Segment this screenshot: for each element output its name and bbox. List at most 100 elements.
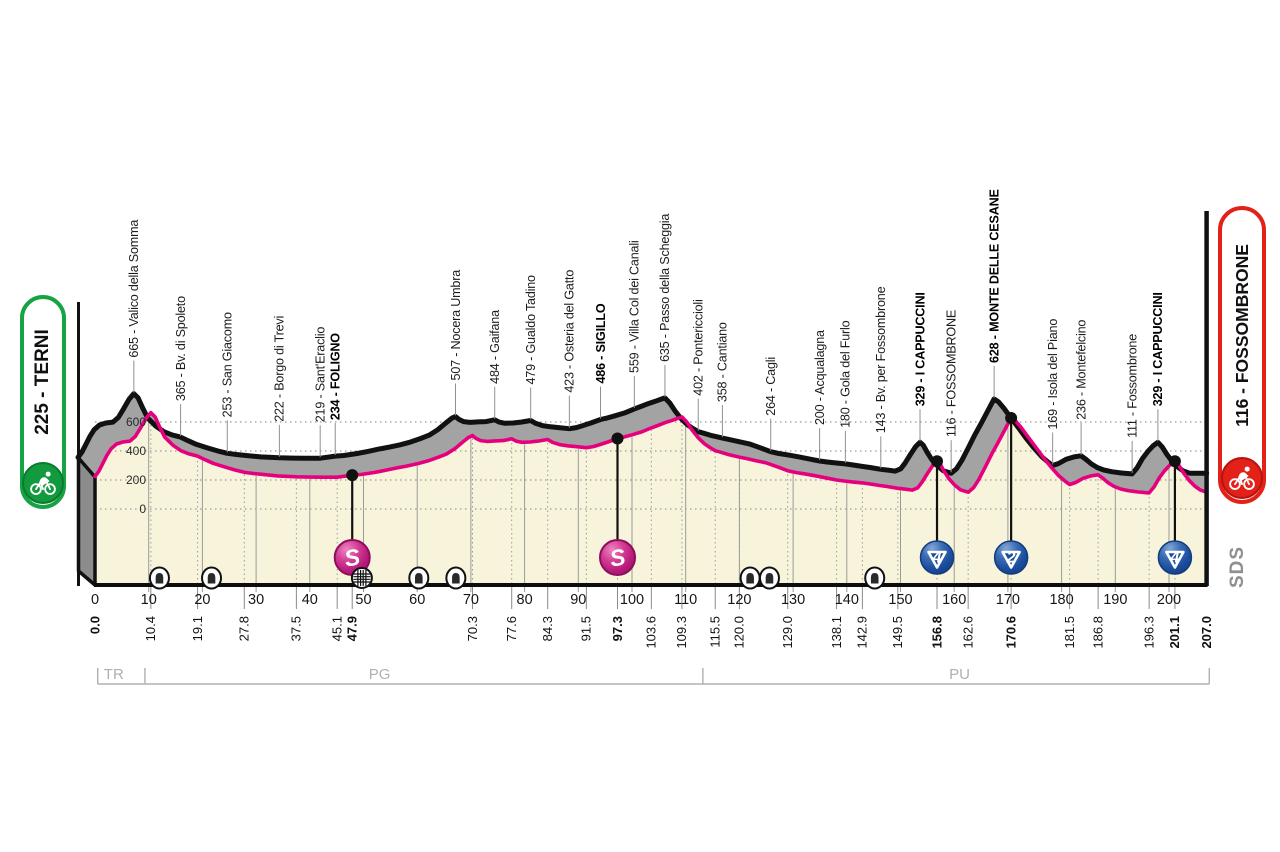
climb-category-number: 4	[1169, 550, 1179, 567]
climb-triangle	[1165, 550, 1185, 569]
km-tick-label: 140	[835, 592, 859, 608]
waypoint-label: 143 - Bv. per Fossombrone	[874, 286, 888, 433]
route-markers: S S 4 2 4	[333, 411, 1193, 576]
level-crossing-icon	[350, 567, 373, 589]
distance-label: 0.0	[87, 616, 102, 634]
profile-point-dot	[931, 455, 944, 468]
km-tick-label: 30	[248, 592, 264, 608]
distance-labels: 0.0 10.4 19.1 27.8 37.5 45.1 47.9 70.3 77.6 84.3 9…	[87, 616, 1214, 649]
start-cyclist-icon	[22, 462, 64, 504]
waypoint-label: 200 - Acqualagna	[813, 330, 827, 425]
km-tick-label: 0	[91, 592, 99, 608]
distance-label: 120.0	[732, 616, 747, 649]
distance-label: 37.5	[289, 616, 304, 641]
sprint-icon: S	[333, 539, 371, 576]
distance-label: 91.5	[579, 616, 594, 641]
tunnel-icon	[201, 566, 223, 590]
distance-label: 207.0	[1199, 616, 1214, 649]
tunnel-icon	[148, 566, 170, 590]
elevation-label: 200	[126, 473, 146, 487]
distance-label: 27.8	[237, 616, 252, 641]
waypoint-label: 111 - Fossombrone	[1125, 334, 1139, 438]
distance-label: 142.9	[855, 616, 870, 649]
km-tick-label: 190	[1103, 592, 1127, 608]
profile-point-dot	[346, 469, 359, 482]
distance-label: 70.3	[465, 616, 480, 641]
climb-category-icon: 4	[919, 540, 955, 575]
km-tick-label: 50	[355, 592, 371, 608]
distance-label: 45.1	[329, 616, 344, 641]
distance-label: 186.8	[1090, 616, 1105, 649]
waypoint-label: 507 - Nocera Umbra	[449, 270, 463, 381]
vertical-guides	[148, 414, 1176, 609]
province-bracket: TR PG PU	[96, 666, 1210, 685]
elevation-axis-labels: 0 200 400 600	[126, 415, 146, 516]
km-tick-label: 120	[727, 592, 751, 608]
profile-pink-line	[93, 410, 1209, 495]
km-tick-label: 40	[302, 592, 318, 608]
profile-3d-band	[78, 393, 1207, 493]
province-label: PG	[369, 666, 391, 683]
waypoint-label: 116 - FOSSOMBRONE	[944, 310, 958, 437]
km-tick-label: 130	[781, 592, 805, 608]
waypoint-label: 559 - Villa Col dei Canali	[628, 240, 642, 372]
km-tick-label: 160	[942, 592, 966, 608]
distance-label: 149.5	[890, 616, 905, 649]
km-tick-label: 150	[888, 592, 912, 608]
km-tick-label: 70	[463, 592, 479, 608]
km-tick-label: 90	[570, 592, 586, 608]
profile-point-dot	[1005, 411, 1018, 424]
distance-label: 84.3	[540, 616, 555, 641]
distance-label: 19.1	[190, 616, 205, 641]
km-tick-label: 200	[1157, 592, 1181, 608]
waypoint-label: 253 - San Giacomo	[221, 312, 235, 417]
distance-label: 77.6	[504, 616, 519, 641]
distance-label: 10.4	[143, 616, 158, 641]
waypoint-label: 635 - Passo della Scheggia	[658, 214, 672, 362]
waypoint-label: 486 - SIGILLO	[594, 303, 608, 383]
waypoint-label: 402 - Pontericcioli	[692, 299, 706, 395]
province-label: PU	[949, 666, 970, 683]
distance-label: 109.3	[674, 616, 689, 649]
distance-label: 156.8	[929, 616, 944, 649]
tunnel-markers	[148, 566, 886, 590]
province-label: TR	[104, 666, 124, 683]
finish-cyclist-icon	[1221, 457, 1263, 499]
tunnel-icon	[408, 566, 430, 590]
waypoint-label: 219 - Sant'Eraclio	[313, 327, 327, 423]
waypoint-label: 628 - MONTE DELLE CESANE	[987, 189, 1001, 363]
finish-location-label: 116 - FOSSOMBRONE	[1231, 243, 1252, 427]
tunnel-icon	[864, 566, 886, 590]
distance-label: 170.6	[1003, 616, 1018, 649]
km-axis-labels: 0 10 20 30 40 50 60 70 80 90 100 110 120 130 140 150 160…	[91, 592, 1181, 608]
elevation-label: 600	[126, 415, 146, 429]
elevation-label: 400	[126, 444, 146, 458]
km-tick-label: 80	[517, 592, 533, 608]
km-tick-label: 10	[141, 592, 157, 608]
tunnel-icon	[739, 566, 761, 590]
tunnel-icon	[445, 566, 467, 590]
distance-label: 97.3	[610, 616, 625, 641]
sprint-icon: S	[599, 539, 637, 576]
waypoint-label: 234 - FOLIGNO	[329, 333, 343, 420]
sprint-letter: S	[608, 543, 628, 571]
climb-category-number: 4	[932, 550, 942, 567]
profile-point-dot	[611, 432, 624, 445]
profile-point-dot	[1168, 455, 1181, 468]
waypoint-label: 358 - Cantiano	[716, 322, 730, 402]
km-tick-label: 100	[620, 592, 644, 608]
distance-label: 103.6	[644, 616, 659, 649]
start-location-label: 225 - TERNI	[32, 329, 53, 435]
distance-label: 129.0	[780, 616, 795, 649]
km-tick-label: 110	[674, 592, 697, 608]
waypoint-label: 329 - I CAPPUCCINI	[913, 292, 927, 406]
distance-label: 162.6	[960, 616, 975, 649]
waypoint-label: 484 - Gaifana	[488, 310, 502, 384]
finish-location-badge: 116 - FOSSOMBRONE	[1218, 206, 1266, 504]
sprint-letter: S	[342, 543, 362, 571]
climb-category-number: 2	[1006, 550, 1016, 567]
elevation-label: 0	[139, 502, 146, 516]
climb-category-icon: 2	[993, 540, 1029, 575]
